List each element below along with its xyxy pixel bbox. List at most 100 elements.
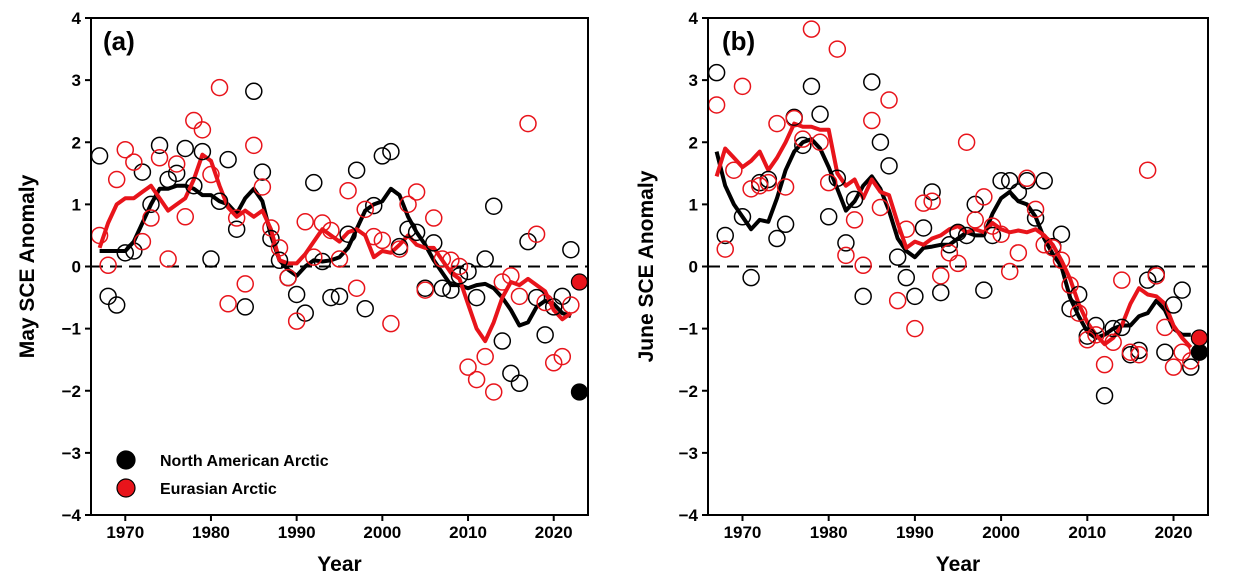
y-axis-label: June SCE Anomaly: [635, 170, 658, 362]
y-tick-label: 1: [689, 195, 698, 214]
na-data-point: [863, 73, 881, 91]
eu-data-point: [502, 267, 520, 285]
na-data-point: [906, 287, 924, 306]
eu-data-point: [390, 240, 409, 258]
na-data-point: [287, 285, 306, 304]
eu-data-point: [107, 170, 126, 189]
eu-data-point: [167, 155, 186, 173]
eu-data-point: [262, 219, 280, 237]
na-data-point: [742, 268, 760, 287]
eu-data-point: [949, 254, 967, 273]
na-data-point: [407, 223, 426, 242]
eu-data-point: [527, 225, 546, 243]
na-data-point: [433, 279, 452, 297]
na-data-point: [322, 288, 340, 307]
eu-data-point: [1182, 352, 1200, 370]
eu-data-point: [433, 250, 452, 268]
na-data-point: [442, 281, 460, 299]
na-data-point: [159, 170, 177, 189]
y-tick-label: −1: [679, 320, 698, 339]
eu-data-point: [802, 20, 821, 38]
eu-data-point: [1009, 244, 1028, 262]
eu-data-point: [1018, 169, 1036, 188]
na-data-point: [975, 281, 993, 299]
eu-data-point: [270, 239, 289, 257]
eu-data-point: [975, 188, 993, 206]
eu-data-point: [923, 192, 941, 211]
eu-data-point: [897, 220, 916, 238]
eu-data-point: [1156, 318, 1174, 337]
eu-data-point: [957, 133, 976, 151]
eu-data-point: [759, 173, 778, 192]
eu-data-point: [1104, 333, 1122, 352]
eu-data-point: [854, 256, 872, 275]
na-data-point: [99, 287, 117, 306]
panel-label: (b): [722, 26, 755, 56]
na-data-point: [837, 234, 855, 252]
x-tick-label: 1980: [810, 523, 848, 542]
eu-data-point: [536, 293, 554, 312]
y-tick-label: −4: [62, 506, 82, 525]
na-data-point: [347, 161, 366, 179]
legend-label: North American Arctic: [160, 453, 329, 470]
x-tick-label: 1970: [724, 523, 762, 542]
eu-data-point: [459, 358, 477, 376]
y-tick-label: 2: [72, 133, 81, 152]
y-tick-label: 1: [72, 195, 81, 214]
x-tick-label: 1970: [106, 523, 144, 542]
legend: North American Arctic Eurasian Arctic: [116, 450, 329, 498]
na-data-point: [510, 374, 529, 393]
eu-data-point: [442, 251, 460, 270]
na-data-point: [493, 332, 512, 350]
na-data-point: [1078, 327, 1097, 345]
eu-data-point: [1052, 251, 1071, 270]
na-data-point: [176, 139, 195, 158]
eu-data-point: [707, 96, 726, 114]
eu-latest-point: [1190, 329, 1208, 347]
na-data-point: [313, 252, 332, 271]
eu-data-point: [510, 287, 529, 306]
na-data-point: [210, 192, 229, 211]
na-data-point: [193, 142, 212, 161]
x-tick-label: 2000: [982, 523, 1020, 542]
eu-data-point: [330, 250, 349, 268]
na-data-point: [399, 220, 417, 238]
na-data-point: [1138, 271, 1157, 289]
na-data-point: [888, 248, 907, 266]
eu-running-mean-line: [714, 121, 1193, 349]
na-data-point: [330, 287, 349, 306]
na-data-point: [142, 195, 160, 214]
eu-data-point: [176, 208, 195, 226]
eu-latest-point: [570, 273, 589, 291]
na-data-point: [1009, 183, 1028, 201]
na-data-point: [1173, 281, 1191, 299]
na-data-point: [707, 63, 726, 82]
x-tick-label: 2020: [535, 523, 573, 542]
eu-data-point: [365, 227, 383, 246]
eu-data-point: [450, 257, 469, 276]
eu-data-point: [966, 211, 984, 229]
na-latest-point: [1190, 343, 1208, 361]
eu-data-point: [1044, 239, 1062, 257]
na-latest-point: [570, 383, 589, 401]
eu-data-point: [253, 178, 272, 196]
y-tick-label: 0: [72, 258, 81, 277]
na-data-point: [536, 326, 554, 344]
na-data-point: [914, 219, 933, 237]
na-data-point: [544, 298, 563, 316]
eu-data-point: [1138, 161, 1157, 179]
eu-data-point: [193, 121, 212, 139]
y-tick-label: 0: [689, 258, 698, 277]
x-tick-label: 2000: [363, 523, 401, 542]
y-tick-label: −3: [62, 444, 81, 463]
na-data-point: [733, 208, 752, 226]
eu-data-point: [811, 133, 829, 151]
na-data-point: [382, 142, 400, 161]
eu-data-point: [1130, 345, 1148, 364]
eu-data-point: [845, 211, 864, 229]
na-data-point: [339, 225, 357, 243]
na-data-point: [202, 250, 220, 268]
na-data-point: [811, 105, 829, 124]
eu-data-point: [476, 347, 494, 366]
na-data-point: [425, 234, 443, 252]
